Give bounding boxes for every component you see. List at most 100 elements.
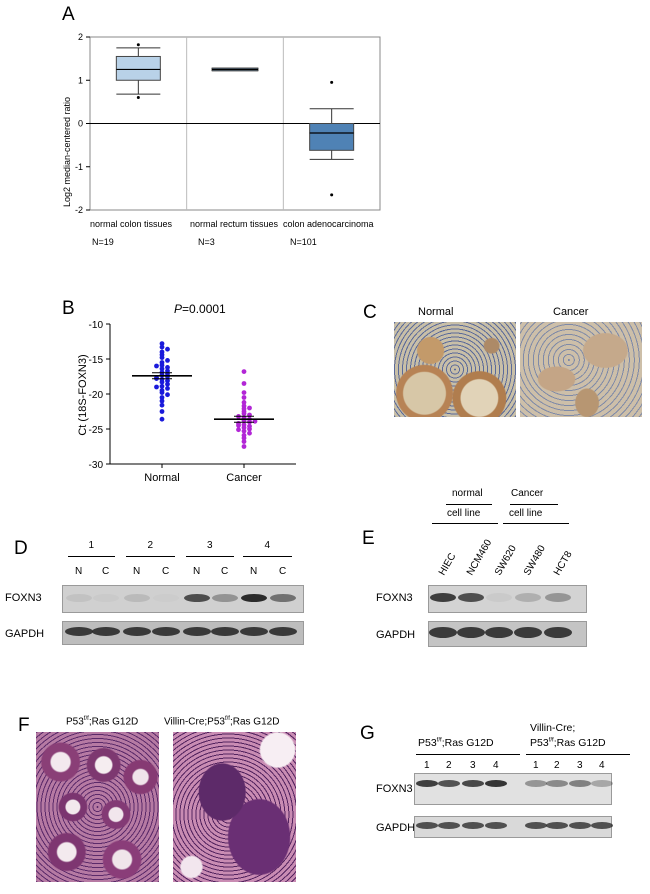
gapdh-band — [462, 822, 484, 829]
panel-g-lane-label: 2 — [554, 760, 560, 771]
panel-d-patient-underline — [126, 556, 175, 557]
panel-g-right-line1: Villin-Cre; — [530, 722, 576, 734]
panel-e-group1-line2: cell line — [447, 508, 481, 519]
group-n-colon: N=19 — [92, 237, 114, 247]
ihc-normal-image — [394, 322, 516, 417]
panel-g-left-sup: f/f — [436, 737, 442, 744]
foxn3-band — [569, 780, 591, 787]
foxn3-band — [438, 780, 460, 787]
panel-g-left-underline — [416, 754, 520, 755]
panel-g-right-pre: P53 — [530, 737, 549, 749]
y-tick-label: -25 — [89, 425, 104, 436]
gapdh-band — [269, 627, 297, 636]
data-point-normal — [165, 378, 170, 384]
data-point-normal — [159, 409, 165, 414]
panel-e-cell-line-label: NCM460 — [465, 537, 495, 578]
he-villin-image — [173, 732, 296, 882]
data-point-normal — [165, 381, 170, 387]
y-tick-label: 2 — [78, 32, 83, 42]
panel-d-lane-label: N — [133, 566, 141, 577]
panel-d-lane-label: N — [250, 566, 258, 577]
panel-f-left-post: ;Ras G12D — [88, 716, 139, 728]
data-point-cancer — [241, 400, 247, 405]
gapdh-band — [569, 822, 591, 829]
panel-a-boxplot: 2 1 0 -1 -2 Log2 median-centered ratio — [62, 32, 381, 215]
panel-g-left-pre: P53 — [418, 737, 437, 749]
panel-g-right-post: ;Ras G12D — [553, 737, 606, 749]
box-3 — [309, 123, 355, 151]
gapdh-band — [429, 627, 457, 638]
outlier-point — [136, 43, 140, 47]
panel-d-patient-1: 1 — [88, 540, 95, 551]
data-point-cancer — [241, 439, 247, 444]
panel-d-letter: D — [14, 538, 28, 559]
data-point-cancer — [247, 430, 252, 436]
panel-g-row-foxn3: FOXN3 — [376, 783, 413, 795]
data-point-normal — [154, 363, 159, 369]
foxn3-band — [515, 593, 541, 602]
panel-e-group1-underline — [446, 504, 492, 505]
foxn3-band — [270, 594, 296, 602]
panel-f-left-sup: f/f — [83, 716, 89, 722]
data-point-cancer — [247, 405, 252, 411]
panel-d-patient-3: 3 — [207, 540, 213, 551]
panel-c-label-cancer: Cancer — [553, 306, 589, 318]
data-point-normal — [159, 379, 165, 385]
panel-g-lane-label: 1 — [533, 760, 539, 771]
panel-e-letter: E — [362, 528, 375, 549]
data-point-cancer — [241, 395, 247, 400]
gapdh-band — [183, 627, 211, 636]
panel-e-row-gapdh: GAPDH — [376, 629, 416, 641]
panel-g-left-label: P53f/f;Ras G12D — [418, 737, 494, 749]
panel-d-lane-label: C — [279, 566, 287, 577]
panel-e-cell-line-label: HCT8 — [552, 549, 575, 578]
foxn3-band — [430, 593, 456, 602]
group-label-adenocarcinoma: colon adenocarcinoma — [283, 219, 374, 229]
foxn3-band — [486, 593, 512, 602]
gapdh-band — [240, 627, 268, 636]
panel-e-cell-line-label: HIEC — [437, 551, 459, 578]
gapdh-band — [591, 822, 613, 829]
gapdh-band — [544, 627, 572, 638]
pvalue-value: =0.0001 — [182, 302, 226, 316]
panel-g-lane-label: 3 — [470, 760, 476, 771]
foxn3-band — [546, 780, 568, 787]
panel-c-letter: C — [363, 302, 377, 323]
gapdh-band — [485, 627, 513, 638]
panel-e-group2-underline — [510, 504, 558, 505]
data-point-normal — [159, 366, 165, 372]
panel-d-row-foxn3: FOXN3 — [5, 592, 42, 604]
foxn3-band — [458, 593, 484, 602]
panel-d-patient-4: 4 — [264, 540, 271, 551]
panel-e-group2-line1: Cancer — [511, 488, 544, 499]
gapdh-band — [457, 627, 485, 638]
y-tick-label: -1 — [75, 162, 83, 172]
group-n-rectum: N=3 — [198, 237, 215, 247]
panel-d-row-gapdh: GAPDH — [5, 628, 45, 640]
y-tick-label: 1 — [78, 75, 83, 85]
gapdh-band — [152, 627, 180, 636]
data-point-cancer — [241, 435, 247, 441]
panel-b-letter: B — [62, 298, 75, 319]
panel-b-ylabel: Ct (18S-FOXN3) — [77, 354, 89, 435]
data-point-normal — [159, 402, 165, 408]
x-tick-label: Cancer — [226, 472, 262, 484]
panel-a-ylabel: Log2 median-centered ratio — [62, 97, 72, 207]
data-point-cancer — [241, 425, 247, 430]
pvalue-p: P — [174, 302, 183, 316]
panel-f-left-pre: P53 — [66, 716, 84, 728]
panel-f-right-pre: Villin-Cre;P53 — [164, 716, 225, 728]
data-point-cancer — [241, 390, 247, 395]
gapdh-band — [416, 822, 438, 829]
panel-g-right-sup: f/f — [548, 737, 554, 744]
panel-e-group1-underline2 — [432, 523, 498, 524]
outlier-point — [330, 193, 334, 197]
foxn3-band — [66, 594, 92, 602]
pvalue-label: P=0.0001 — [174, 302, 226, 316]
y-tick-label: -30 — [89, 460, 104, 471]
panel-g-lane-label: 4 — [599, 760, 605, 771]
panel-g-row-gapdh: GAPDH — [376, 822, 416, 834]
data-point-normal — [159, 341, 165, 346]
panel-e-cell-line-label: SW480 — [522, 543, 548, 578]
gapdh-band — [438, 822, 460, 829]
